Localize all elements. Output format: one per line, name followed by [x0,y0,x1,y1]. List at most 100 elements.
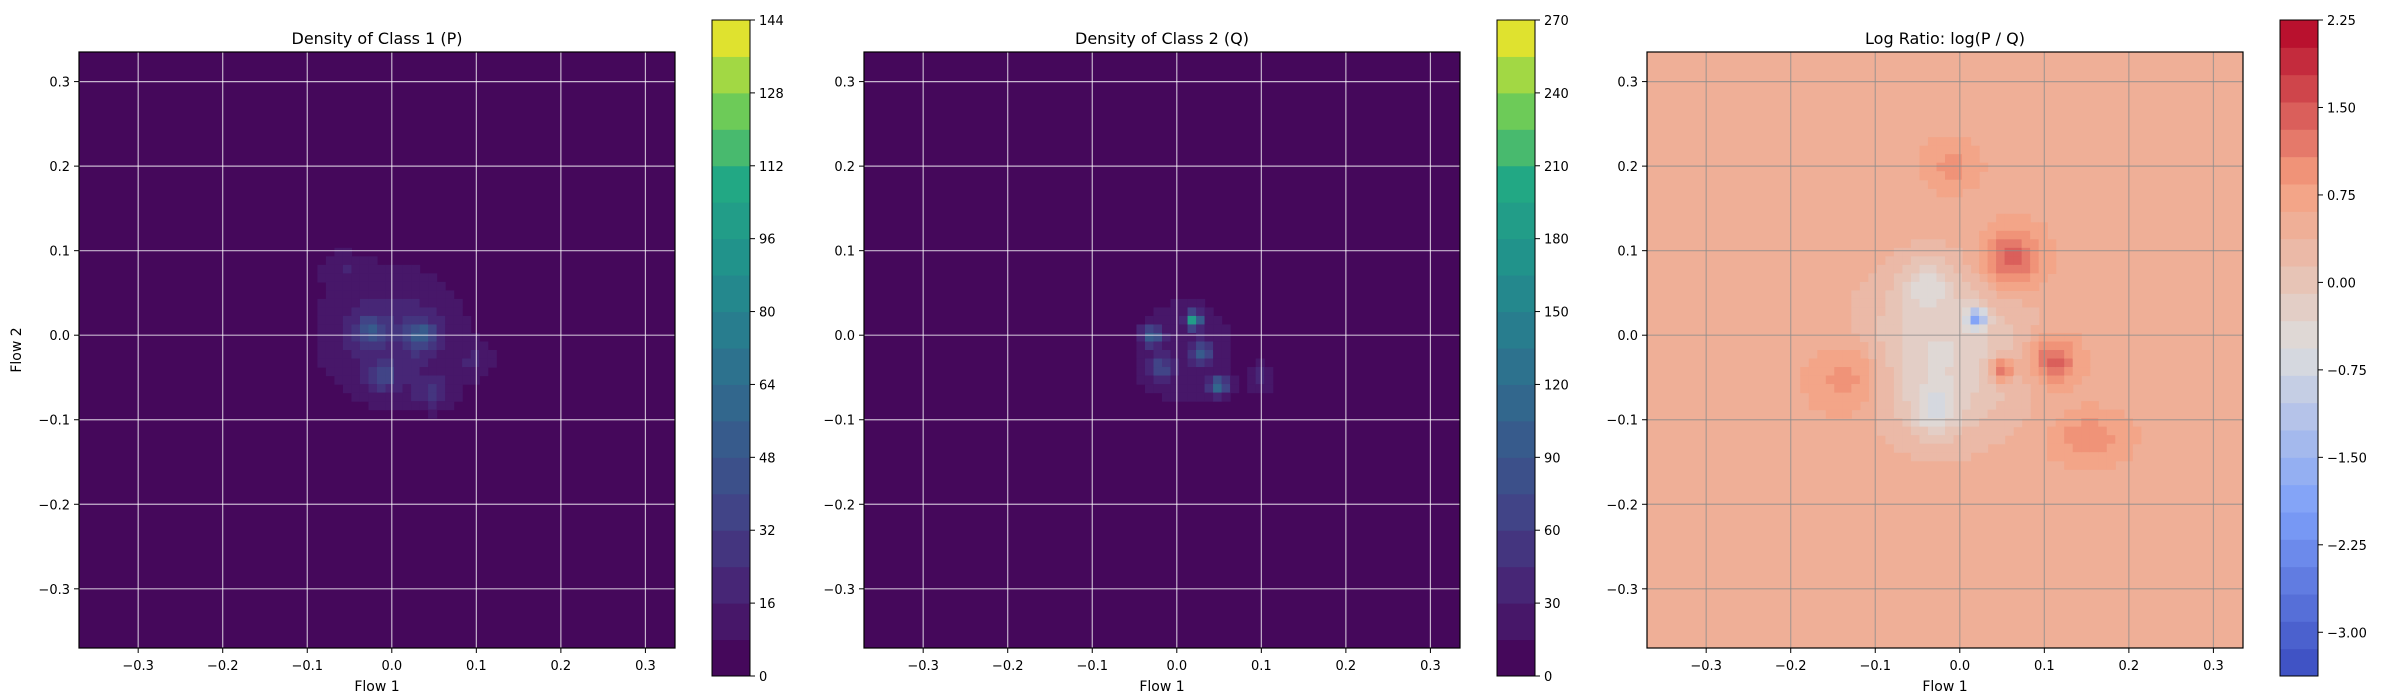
heatmap-cell [377,315,387,326]
heatmap-cell [1196,307,1206,317]
heatmap-cell [411,273,421,283]
heatmap-cell [334,350,344,360]
heatmap-cell [1936,171,1946,181]
heatmap-cell [342,367,353,377]
heatmap-cell [1936,350,1946,360]
heatmap-cell [2021,239,2031,249]
heatmap-cell [377,281,387,291]
heatmap-cell [2106,452,2116,462]
heatmap-cell [1910,290,1921,300]
heatmap-cell [1945,264,1955,274]
heatmap-cell [351,273,361,283]
colorbar-tick-label: −0.75 [2327,364,2367,379]
heatmap-cell [1987,273,1997,283]
heatmap-cell [1970,341,1980,351]
heatmap-cell [1910,418,1921,428]
heatmap-cell [1936,145,1946,155]
heatmap-cell [1876,307,1886,317]
heatmap-cell [1936,367,1946,377]
heatmap-cell [1196,375,1206,385]
heatmap-cell [2004,264,2014,274]
heatmap-cell [2004,350,2014,360]
heatmap-cell [351,307,361,317]
heatmap-cell [1834,392,1844,402]
heatmap-cell [1919,418,1929,428]
heatmap-cell [1936,426,1946,436]
heatmap-cell [1953,392,1963,402]
heatmap-cell [1851,307,1861,317]
heatmap-cell [1902,273,1912,283]
heatmap-cell [2064,358,2074,368]
heatmap-cell [2004,409,2014,419]
heatmap-cell [1987,426,1997,436]
heatmap-cell [2072,443,2082,453]
heatmap-cell [2055,443,2065,453]
heatmap-cell [1945,341,1955,351]
heatmap-cell [1987,332,1997,343]
heatmap-cell [1842,401,1852,411]
colorbar-level [2280,348,2318,376]
heatmap-cell [1919,273,1929,283]
heatmap-cell [351,298,361,309]
heatmap-cell [1962,324,1972,334]
heatmap-cell [1902,298,1912,309]
heatmap-cell [1162,324,1172,334]
heatmap-cell [1927,239,1938,249]
heatmap-cell [1987,401,1997,411]
heatmap-cell [1927,154,1938,164]
heatmap-cell [1885,332,1895,343]
heatmap-cell [1970,392,1980,402]
heatmap-cell [1196,298,1206,309]
heatmap-cell [1859,290,1869,300]
heatmap-cell [1996,213,2006,223]
heatmap-cell [1953,273,1963,283]
heatmap-cell [1902,435,1912,445]
heatmap-cell [2021,332,2031,343]
heatmap-cell [1936,392,1946,402]
heatmap-cell [1902,315,1912,326]
heatmap-cell [1910,298,1921,309]
heatmap-cell [1893,281,1904,291]
heatmap-cell [317,264,327,274]
heatmap-cell [2064,418,2074,428]
heatmap-cell [1842,392,1852,402]
heatmap-cell [1979,230,1989,240]
heatmap-cell [334,247,344,257]
heatmap-cell [334,358,344,368]
heatmap-cell [1936,315,1946,326]
heatmap-cell [359,341,370,351]
heatmap-cell [2072,341,2082,351]
heatmap-cell [2064,367,2074,377]
heatmap-cell [419,307,429,317]
heatmap-cell [1953,384,1963,394]
heatmap-cell [1851,367,1861,377]
heatmap-cell [1800,367,1810,377]
heatmap-cell [1927,452,1938,462]
heatmap-cell [445,392,455,402]
heatmap-cell [2038,273,2048,283]
heatmap-cell [2030,281,2040,291]
heatmap-cell [1902,375,1912,385]
heatmap-cell [2030,367,2040,377]
heatmap-cell [1213,332,1223,343]
heatmap-cell [1945,324,1955,334]
heatmap-cell [1945,426,1955,436]
heatmap-cell [453,392,463,402]
heatmap-cell [1953,298,1963,309]
colorbar-level [712,420,750,458]
heatmap-cell [1979,290,1989,300]
colorbar-level [1497,20,1535,57]
heatmap-cell [411,384,421,394]
heatmap-cell [1834,409,1844,419]
heatmap-cell [1868,290,1878,300]
heatmap-cell [325,315,336,326]
heatmap-cell [359,307,370,317]
heatmap-cell [402,315,412,326]
heatmap-cell [368,350,378,360]
heatmap-cell [436,392,446,402]
heatmap-cell [1962,384,1972,394]
heatmap-cell [377,332,387,343]
heatmap-cell [2081,367,2091,377]
x-tick-label: 0.0 [1166,659,1187,674]
heatmap-cell [402,392,412,402]
